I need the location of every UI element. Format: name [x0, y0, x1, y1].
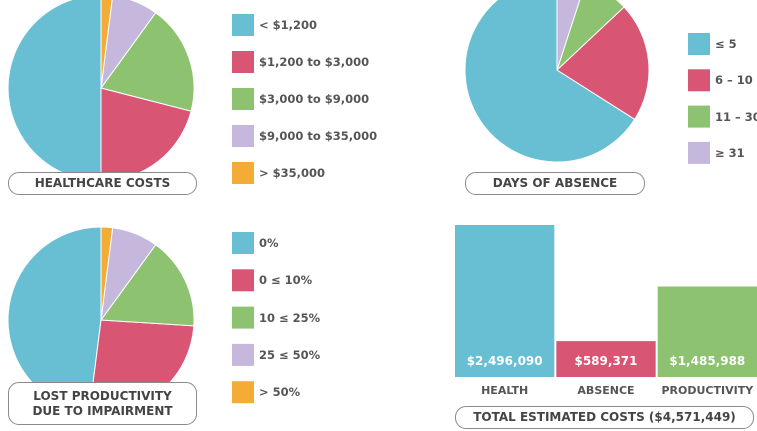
legend-label: 25 ≤ 50% — [259, 347, 321, 362]
chart-title: LOST PRODUCTIVITY DUE TO IMPAIRMENT — [8, 382, 197, 425]
legend-label: $9,000 to $35,000 — [259, 129, 378, 143]
legend-swatch — [232, 51, 254, 73]
bar — [455, 225, 555, 377]
legend-swatch — [688, 33, 710, 55]
legend-label: ≤ 5 — [715, 37, 737, 51]
pie-slice — [7, 0, 102, 182]
legend-swatch — [232, 125, 254, 147]
x-tick-label: PRODUCTIVITY — [661, 384, 754, 397]
legend-label: < $1,200 — [259, 18, 318, 32]
legend-swatch — [232, 343, 254, 366]
legend-label: $1,200 to $3,000 — [259, 55, 370, 69]
legend-label: 10 ≤ 25% — [259, 310, 321, 325]
legend-swatch — [232, 381, 254, 404]
pie-slice — [100, 0, 157, 89]
value-label: $589,371 — [574, 354, 638, 368]
chart-title: HEALTHCARE COSTS — [8, 172, 197, 195]
pie-slice — [556, 0, 581, 71]
legend-swatch — [232, 88, 254, 110]
pie-slice — [556, 6, 650, 120]
x-tick-label: HEALTH — [481, 384, 529, 397]
legend-swatch — [232, 306, 254, 329]
legend-label: 0% — [259, 236, 279, 250]
pie-slice — [100, 244, 195, 327]
chart-title: TOTAL ESTIMATED COSTS ($4,571,449) — [455, 406, 754, 429]
legend-swatch — [688, 69, 710, 92]
legend-label: ≥ 31 — [715, 145, 745, 160]
legend-swatch — [688, 105, 710, 128]
value-label: $2,496,090 — [466, 354, 543, 368]
legend-label: 0 ≤ 10% — [259, 273, 313, 288]
chart-title: DAYS OF ABSENCE — [465, 172, 645, 195]
legend-label: > 50% — [259, 385, 301, 400]
pie-slice — [556, 0, 625, 71]
value-label: $1,485,988 — [669, 354, 746, 368]
legend-label: > $35,000 — [259, 166, 326, 180]
legend-swatch — [688, 141, 710, 164]
bar — [657, 286, 757, 377]
legend-swatch — [232, 232, 254, 254]
legend-label: $3,000 to $9,000 — [259, 92, 370, 106]
pie-slice — [100, 226, 114, 321]
pie-slice — [464, 0, 636, 163]
bar — [556, 341, 656, 377]
x-tick-label: ABSENCE — [577, 384, 635, 397]
legend-swatch — [232, 269, 254, 292]
legend-swatch — [232, 162, 254, 184]
legend-swatch — [232, 14, 254, 36]
pie-slice — [100, 0, 113, 89]
pie-slice — [100, 12, 195, 112]
legend-label: 11 – 30 — [715, 109, 757, 124]
legend-label: 6 – 10 — [715, 73, 753, 88]
